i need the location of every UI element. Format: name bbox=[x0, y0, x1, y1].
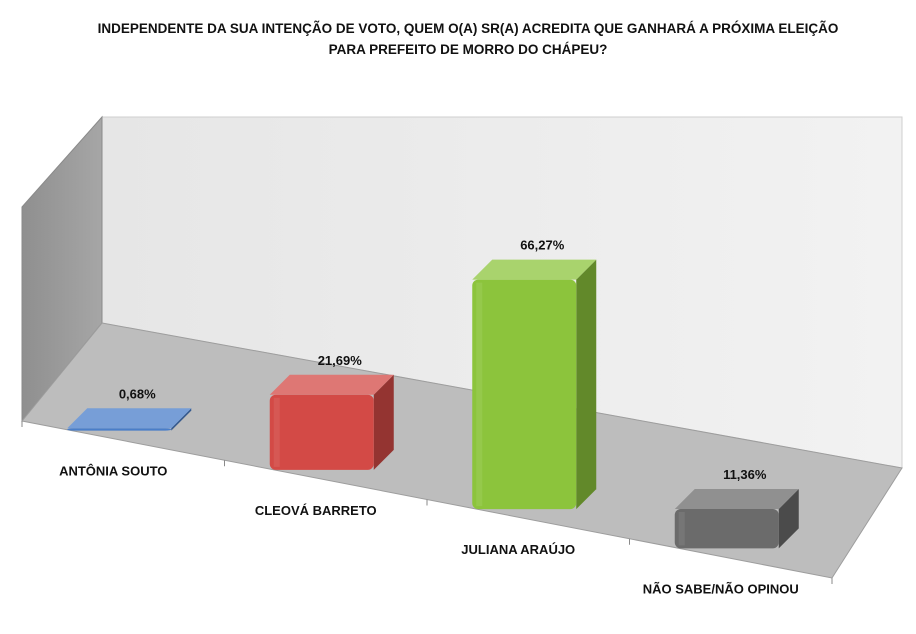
bar-value-label: 66,27% bbox=[520, 238, 565, 253]
bars-layer: 0,68% 21,69% 66,27% 11,36% bbox=[67, 238, 799, 549]
bar bbox=[269, 374, 394, 470]
bar-value-label: 11,36% bbox=[723, 467, 767, 482]
chart-title-line-1: INDEPENDENTE DA SUA INTENÇÃO DE VOTO, QU… bbox=[97, 21, 839, 36]
bar bbox=[67, 408, 192, 431]
x-axis-label: CLEOVÁ BARRETO bbox=[255, 503, 377, 518]
x-axis-label: NÃO SABE/NÃO OPINOU bbox=[643, 581, 799, 596]
category-axis: ANTÔNIA SOUTO CLEOVÁ BARRETO JULIANA ARAÚJ… bbox=[21, 421, 833, 596]
bar bbox=[674, 489, 799, 549]
chart-title-line-2: PARA PREFEITO DE MORRO DO CHÁPEU? bbox=[328, 42, 608, 57]
bar-value-label: 0,68% bbox=[119, 386, 156, 401]
bar bbox=[472, 259, 597, 510]
bar-value-label: 21,69% bbox=[318, 353, 363, 368]
x-axis-label: JULIANA ARAÚJO bbox=[461, 542, 575, 557]
chart-title: INDEPENDENTE DA SUA INTENÇÃO DE VOTO, QU… bbox=[80, 18, 856, 60]
x-axis-label: ANTÔNIA SOUTO bbox=[59, 464, 167, 479]
